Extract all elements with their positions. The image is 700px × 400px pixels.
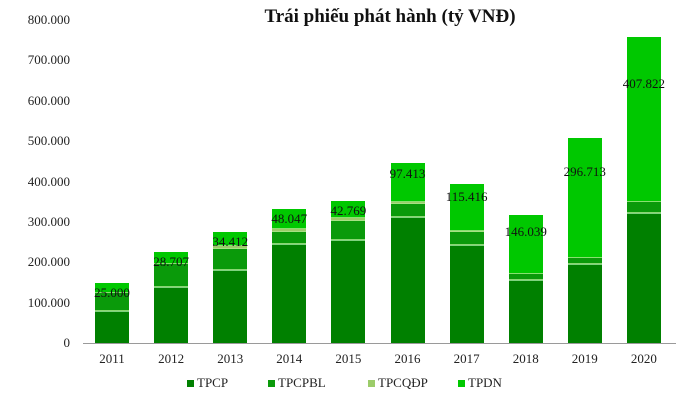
data-label: 296.713 <box>563 163 606 179</box>
data-label: 48.047 <box>271 211 308 227</box>
bar-segment-tpcp <box>272 244 307 343</box>
data-label: 42.769 <box>330 202 367 218</box>
bar-segment-tpcp <box>449 244 484 343</box>
legend-item-tpcpbl: TPCPBL <box>268 375 326 391</box>
bar-segment-tpdn <box>213 231 248 246</box>
x-tick-label: 2017 <box>453 351 480 366</box>
data-label: 115.416 <box>445 189 488 205</box>
bar-segment-tpcpbl <box>213 248 248 270</box>
bar-segment-tpdn <box>449 184 484 231</box>
bar-segment-tpcqđp <box>449 230 484 232</box>
bar-segment-tpcpbl <box>508 274 543 280</box>
bar-segment-tpcp <box>567 263 602 343</box>
bar-segment-tpcpbl <box>449 231 484 245</box>
bar-segment-tpcpbl <box>95 293 129 312</box>
data-label: 25.000 <box>94 285 130 301</box>
bar-segment-tpcp <box>95 311 129 343</box>
bar-segment-tpdn <box>272 209 307 229</box>
y-tick-label: 300.000 <box>27 213 70 229</box>
y-tick-label: 400.000 <box>27 173 70 189</box>
legend-item-tpcqđp: TPCQĐP <box>368 375 428 391</box>
x-tick-label: 2012 <box>158 351 185 366</box>
x-tick-label: 2011 <box>99 351 125 366</box>
bar-segment-tpcqđp <box>331 217 366 222</box>
legend-swatch-icon <box>187 379 194 387</box>
legend-label: TPDN <box>468 375 502 390</box>
bar-segment-tpcqđp <box>390 202 425 205</box>
bar-segment-tpdn <box>567 138 602 259</box>
x-tick-label: 2015 <box>335 351 362 366</box>
legend-label: TPCP <box>197 375 229 390</box>
y-tick-label: 100.000 <box>27 294 70 310</box>
data-label: 97.413 <box>389 165 426 181</box>
bar-segment-tpcpbl <box>390 204 425 218</box>
bar-segment-tpdn <box>508 215 543 275</box>
bar-segment-tpcp <box>508 280 543 343</box>
bar-segment-tpcp <box>331 240 366 343</box>
bar-segment-tpdn <box>95 283 129 294</box>
y-tick-label: 700.000 <box>27 52 70 68</box>
data-label: 407.822 <box>622 75 666 91</box>
bar-segment-tpcpbl <box>272 231 307 245</box>
bar-segment-tpcqđp <box>272 228 307 232</box>
x-tick-label: 2016 <box>394 351 421 366</box>
legend-item-tpdn: TPDN <box>458 375 502 391</box>
data-label: 28.707 <box>153 254 189 270</box>
bar-segment-tpcp <box>154 286 189 343</box>
legend-swatch-icon <box>368 379 375 387</box>
bar-segment-tpcpbl <box>154 263 189 287</box>
legend-swatch-icon <box>458 379 465 387</box>
x-tick-label: 2013 <box>217 351 244 366</box>
bar-segment-tpcp <box>626 212 661 343</box>
y-tick-label: 500.000 <box>27 133 70 149</box>
legend-label: TPCQĐP <box>378 375 428 390</box>
bar-segment-tpcqđp <box>213 245 248 249</box>
legend: TPCP TPCPBL TPCQĐP TPDN <box>0 375 700 395</box>
y-tick-label: 200.000 <box>27 254 70 270</box>
bar-segment-tpcpbl <box>567 258 602 264</box>
bar-segment-tpcpbl <box>626 202 661 213</box>
bar-segment-tpcp <box>390 217 425 343</box>
x-tick-label: 2018 <box>512 351 539 366</box>
bar-segment-tpdn <box>331 200 366 218</box>
bar-segment-tpdn <box>154 252 189 264</box>
y-tick-label: 800.000 <box>27 12 70 27</box>
data-label: 34.412 <box>212 233 249 249</box>
chart-title: Trái phiếu phát hành (tỷ VNĐ) <box>264 6 516 27</box>
data-label: 146.039 <box>504 223 547 239</box>
bar-segment-tpcp <box>213 269 248 343</box>
legend-label: TPCPBL <box>278 375 326 390</box>
bar-segment-tpdn <box>626 37 661 203</box>
bar-segment-tpdn <box>390 162 425 203</box>
legend-swatch-icon <box>268 379 275 387</box>
x-axis-line <box>83 343 676 344</box>
x-tick-label: 2020 <box>630 351 657 366</box>
y-tick-label: 600.000 <box>27 92 70 108</box>
bar-segment-tpcpbl <box>331 221 366 241</box>
y-tick-label: 0 <box>63 335 71 350</box>
x-tick-label: 2014 <box>276 351 303 366</box>
x-tick-label: 2019 <box>571 351 598 366</box>
legend-item-tpcp: TPCP <box>187 375 228 391</box>
